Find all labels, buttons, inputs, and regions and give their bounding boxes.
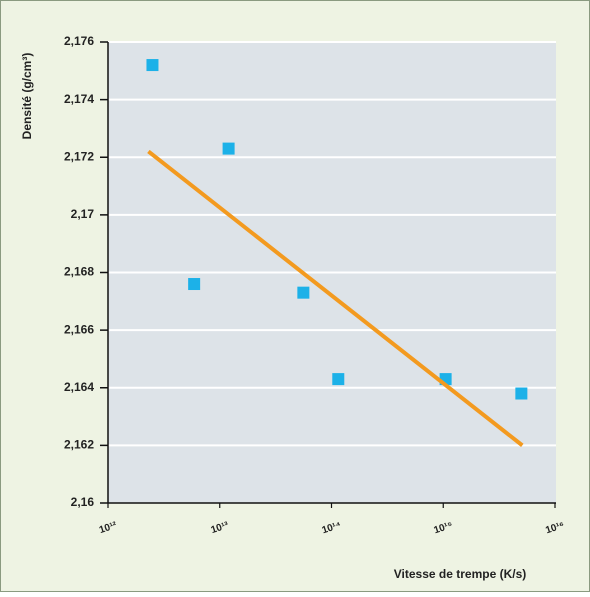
y-tick-label: 2,176: [64, 34, 94, 48]
y-tick-label: 2,174: [64, 92, 94, 106]
y-tick-label: 2,16: [71, 495, 95, 509]
point: [515, 387, 528, 400]
y-tick-label: 2,17: [71, 207, 95, 221]
y-axis-label: Densité (g/cm³): [20, 53, 34, 140]
y-tick-label: 2,166: [64, 322, 94, 336]
x-tick-label: 10¹²: [98, 520, 119, 536]
x-tick-label: 10¹³: [210, 520, 231, 536]
x-axis-label: Vitesse de trempe (K/s): [394, 567, 527, 581]
point: [297, 286, 310, 299]
y-tick-label: 2,162: [64, 438, 94, 452]
point: [222, 142, 235, 155]
y-tick-label: 2,168: [64, 265, 94, 279]
y-tick-label: 2,172: [64, 149, 94, 163]
point: [188, 278, 201, 291]
y-tick-label: 2,164: [64, 380, 94, 394]
fit-line: [147, 149, 524, 447]
point: [146, 59, 159, 72]
point: [332, 373, 345, 386]
